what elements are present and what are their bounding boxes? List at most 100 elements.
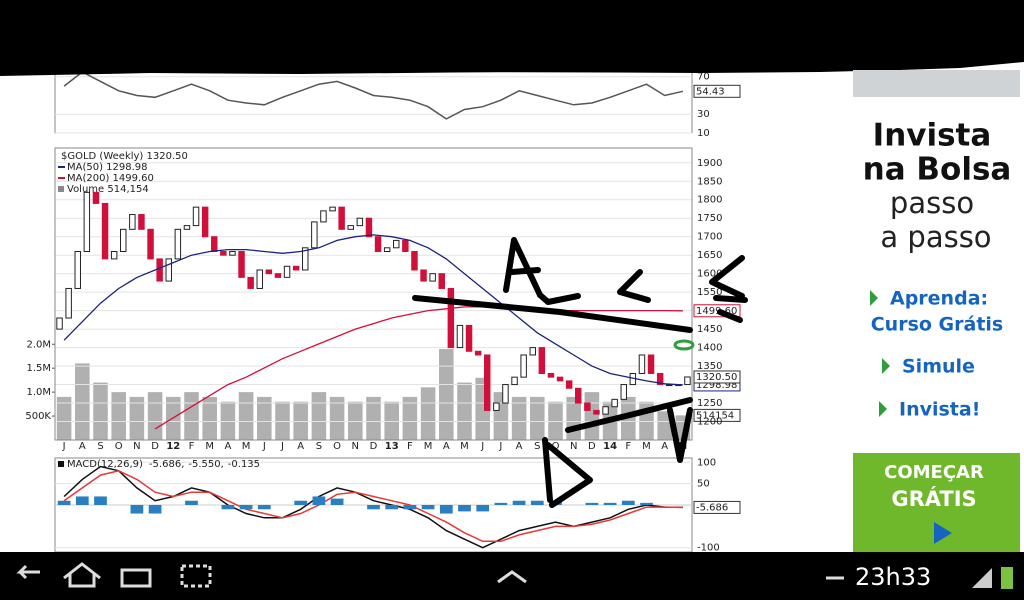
y-tick-label: 1600 [697,269,722,280]
volume-bar [257,396,272,440]
candle [347,225,354,230]
x-tick-label: A [443,441,450,452]
ad-link[interactable]: Aprenda: [890,288,988,310]
x-tick-label: S [97,441,103,452]
y-tick-label: 1800 [697,195,722,206]
candle [556,376,564,382]
y-tick-label: 30 [697,109,710,120]
histogram-bar [458,505,471,512]
histogram-bar [367,505,380,510]
button-text: GRÁTIS [891,486,976,511]
volume-bar [348,401,363,440]
candle [374,236,382,252]
histogram-bar [75,496,89,505]
y-tick-label: 2.0M [26,339,51,350]
candle [201,206,209,238]
volume-bar [366,396,381,440]
y-tick-label: -100 [697,543,720,554]
candle [192,206,200,227]
legend-entry: MA(50) 1298.98 [67,162,148,173]
x-tick-label: F [407,441,413,452]
volume-bar [220,401,236,440]
scribbles [412,237,748,508]
volume-bar [56,396,72,440]
ad-link[interactable]: Curso Grátis [871,314,1004,336]
y-tick-label: 10 [697,128,710,139]
volume-bar [584,392,600,440]
histogram-bar [421,505,435,510]
candle [611,398,618,408]
y-tick-label: 100 [697,457,716,468]
histogram-bar [312,496,326,505]
x-tick-label: F [625,441,631,452]
nav-icons [16,562,844,588]
value-box-label: 514154 [696,410,734,421]
moving-average [63,234,683,386]
screenshot-icon[interactable] [180,564,212,588]
scribble [537,292,581,305]
x-tick-label: S [534,441,540,452]
histogram-bar [239,505,253,510]
candle [302,247,309,271]
volume-bar [329,396,345,440]
scribble [412,295,693,333]
x-tick-label: A [661,441,668,452]
candle [584,402,591,411]
y-tick-label: 1.5M [26,363,51,374]
back-icon[interactable] [16,564,40,580]
candle [538,347,546,374]
candle [620,384,627,400]
candle [74,250,81,289]
candle [156,258,163,282]
histogram-bar [585,502,599,505]
candle [356,217,364,227]
histogram-bar [621,500,635,505]
recent-icon[interactable] [120,568,152,588]
candle [165,258,172,282]
y-tick-label: 1350 [697,361,722,372]
x-tick-label: J [480,441,484,452]
top-band [0,0,1024,76]
volume-bar [293,401,308,440]
candle [438,273,445,289]
candle [656,372,664,386]
legend-entry: MA(200) 1499.60 [67,173,154,184]
candle [593,409,600,415]
volume-bar [311,392,327,440]
scribble [667,407,693,463]
ad-image [853,70,1020,97]
up-icon[interactable] [497,570,527,584]
histogram-bar [94,496,107,505]
y-tick-label: 1.0M [26,387,51,398]
candle [465,324,473,352]
legend-value: -0.135 [228,459,260,470]
y-tick-label: 500K [25,411,51,422]
candle [338,206,345,230]
candle [92,191,100,204]
moving-average [154,306,683,430]
ad-link[interactable]: Invista! [899,399,980,421]
x-tick-label: D [151,441,159,452]
button-arrow [934,522,952,544]
ad-headline: Invista [873,118,992,154]
panel [54,71,693,134]
candle [110,250,118,260]
candle [393,239,400,249]
histogram-bar [221,505,235,510]
x-tick-label: J [262,441,266,452]
candle [365,217,373,238]
candle [211,236,218,252]
candle [420,269,427,282]
candle [183,225,191,230]
candle [484,354,491,411]
scribble [503,237,543,298]
candle [247,276,254,289]
histogram-bar [57,500,71,505]
candle [147,228,154,260]
x-tick-label: A [516,441,523,452]
volume-bar [548,401,563,440]
value-box [693,370,741,384]
ad-link[interactable]: Simule [902,356,975,378]
home-icon[interactable] [63,562,101,588]
